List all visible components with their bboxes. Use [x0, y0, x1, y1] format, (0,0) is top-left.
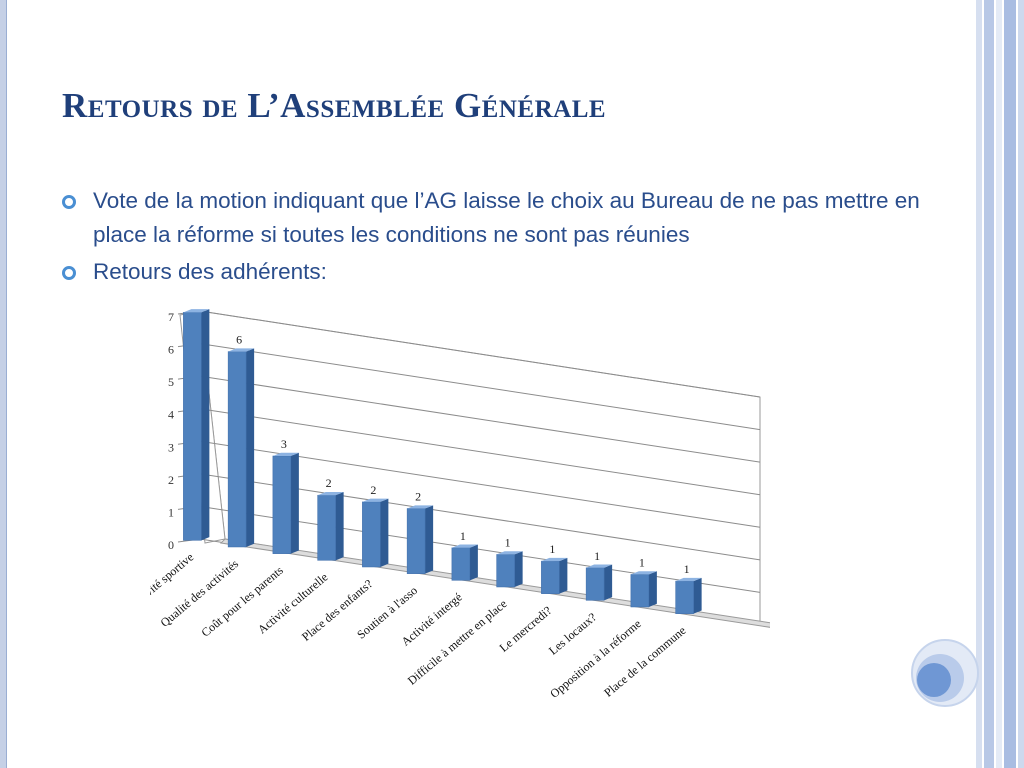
bar-side — [469, 544, 478, 581]
bar — [496, 554, 515, 588]
bar — [317, 494, 336, 561]
bar — [585, 567, 605, 601]
bar-side — [559, 557, 568, 594]
x-tick-label: Opposition à la réforme — [547, 617, 644, 701]
gridline — [199, 408, 761, 496]
data-label: 1 — [639, 555, 645, 569]
bullet-text: Retours des adhérents: — [93, 259, 327, 284]
bar — [272, 455, 292, 554]
data-label: 1 — [594, 549, 600, 563]
bar-side — [201, 309, 210, 541]
data-label: 7 — [191, 305, 197, 307]
y-tick-label: 7 — [168, 310, 174, 324]
bar-top — [630, 571, 657, 575]
data-label: 3 — [281, 437, 287, 451]
bar-top — [317, 491, 344, 496]
bar — [451, 547, 471, 581]
bar-side — [246, 348, 255, 547]
data-label: 2 — [326, 476, 332, 490]
gridline — [199, 310, 761, 398]
bar-top — [228, 348, 255, 352]
bar-side — [380, 498, 389, 567]
bar-side — [290, 452, 299, 554]
bar-side — [648, 571, 657, 607]
bar-top — [272, 452, 299, 456]
slide-title: Retours de L’Assemblée Générale — [62, 86, 607, 125]
data-label: 2 — [370, 483, 376, 497]
gridline — [199, 375, 761, 463]
bar — [362, 501, 381, 568]
bar — [183, 312, 202, 541]
circle-bullet-icon — [62, 266, 76, 280]
bar-top — [407, 505, 434, 509]
y-tick-label: 0 — [168, 538, 174, 552]
data-label: 1 — [684, 562, 690, 576]
bar — [227, 351, 247, 548]
bar-top — [183, 309, 210, 313]
bullet-list: Vote de la motion indiquant que l’AG lai… — [62, 184, 942, 292]
bar-side — [514, 551, 523, 587]
bar — [630, 574, 650, 608]
circle-bullet-icon — [62, 195, 76, 209]
right-stripes-decoration — [976, 0, 1024, 768]
x-tick-label: Difficile à mettre en place — [405, 597, 510, 688]
y-tick-label: 4 — [168, 408, 174, 422]
y-tick-label: 2 — [168, 473, 174, 487]
bar-side — [425, 505, 434, 574]
y-tick-label: 3 — [168, 440, 174, 454]
y-tick-label: 6 — [168, 343, 174, 357]
left-border-decoration — [0, 0, 7, 768]
bar-top — [675, 577, 702, 582]
bullet-item: Retours des adhérents: — [62, 255, 942, 289]
x-tick-label: Les locaux? — [546, 610, 599, 658]
bar-top — [496, 551, 523, 555]
bar — [675, 580, 694, 614]
bar-side — [604, 564, 613, 601]
bullet-item: Vote de la motion indiquant que l’AG lai… — [62, 184, 942, 252]
bullet-text: Vote de la motion indiquant que l’AG lai… — [93, 188, 920, 247]
data-label: 6 — [236, 333, 242, 347]
y-tick-label: 5 — [168, 375, 174, 389]
bar — [406, 508, 426, 574]
data-label: 2 — [415, 490, 421, 504]
bar-top — [586, 564, 613, 568]
bar-top — [362, 498, 389, 502]
data-label: 1 — [460, 529, 466, 543]
bar-top — [541, 557, 568, 562]
data-label: 1 — [505, 535, 511, 549]
gridline — [199, 343, 761, 431]
bar-top — [451, 544, 478, 548]
y-tick-label: 1 — [168, 505, 174, 519]
data-label: 1 — [549, 542, 555, 556]
circles-decoration-icon — [911, 639, 979, 707]
bar-side — [335, 491, 344, 561]
bar-side — [693, 577, 702, 614]
bar — [541, 560, 560, 594]
